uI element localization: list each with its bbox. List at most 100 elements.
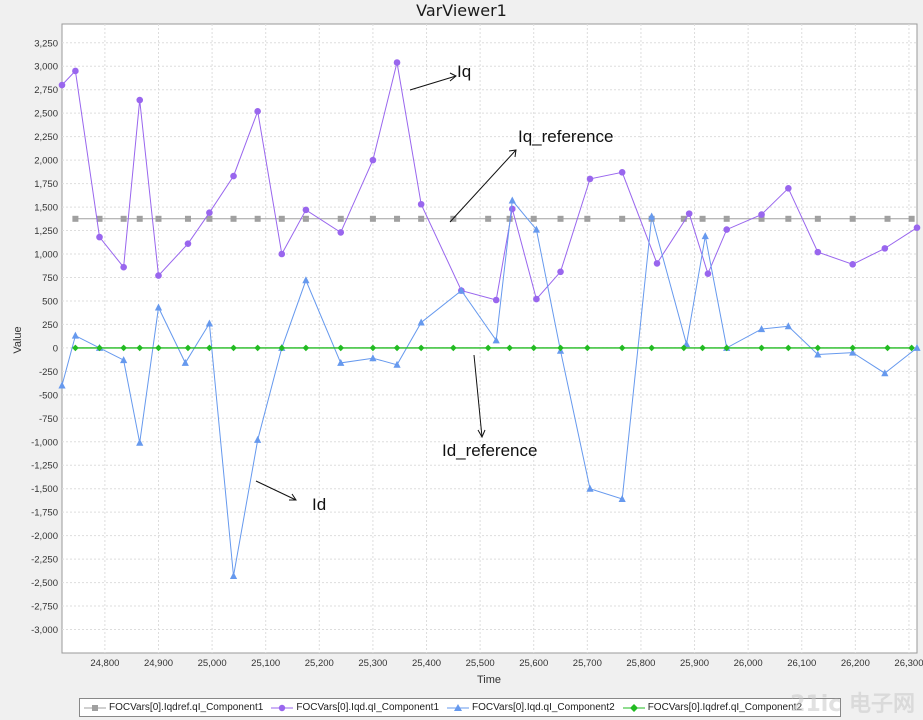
data-point-series-1[interactable] xyxy=(680,215,687,222)
data-point-series-3[interactable] xyxy=(648,212,656,220)
data-point-series-4[interactable] xyxy=(417,344,425,352)
data-point-series-4[interactable] xyxy=(337,344,345,352)
data-point-series-2[interactable] xyxy=(785,184,792,192)
data-point-series-1[interactable] xyxy=(619,215,626,222)
data-point-series-4[interactable] xyxy=(96,344,103,352)
data-point-series-2[interactable] xyxy=(881,245,889,252)
data-point-series-4[interactable] xyxy=(393,344,401,352)
data-point-series-2[interactable] xyxy=(58,81,66,89)
data-point-series-4[interactable] xyxy=(849,344,856,352)
data-point-series-4[interactable] xyxy=(369,344,377,352)
data-point-series-2[interactable] xyxy=(704,270,712,278)
data-point-series-1[interactable] xyxy=(369,215,376,222)
data-point-series-2[interactable] xyxy=(337,229,345,236)
data-point-series-2[interactable] xyxy=(758,211,765,218)
data-point-series-2[interactable] xyxy=(369,156,377,164)
data-point-series-3[interactable] xyxy=(71,331,80,339)
legend-item-iqdref-component2[interactable]: FOCVars[0].Iqdref.qI_Component2 xyxy=(622,702,802,713)
data-point-series-3[interactable] xyxy=(586,484,594,492)
data-point-series-1[interactable] xyxy=(884,215,891,222)
data-point-series-4[interactable] xyxy=(506,344,513,352)
data-point-series-2[interactable] xyxy=(653,260,661,267)
data-point-series-4[interactable] xyxy=(908,344,915,352)
data-point-series-4[interactable] xyxy=(450,344,457,352)
data-point-series-1[interactable] xyxy=(72,215,79,222)
data-point-series-3[interactable] xyxy=(682,340,691,348)
data-point-series-3[interactable] xyxy=(154,303,163,311)
data-point-series-1[interactable] xyxy=(184,215,191,222)
data-point-series-1[interactable] xyxy=(849,215,856,222)
data-point-series-1[interactable] xyxy=(530,215,537,222)
data-point-series-2[interactable] xyxy=(72,67,79,75)
data-point-series-3[interactable] xyxy=(757,325,766,333)
data-point-series-1[interactable] xyxy=(337,215,344,222)
data-point-series-4[interactable] xyxy=(584,344,591,352)
data-point-series-2[interactable] xyxy=(184,240,192,247)
data-point-series-4[interactable] xyxy=(530,344,538,352)
data-point-series-2[interactable] xyxy=(120,263,127,271)
data-point-series-3[interactable] xyxy=(302,276,310,284)
legend-item-iqd-component2[interactable]: FOCVars[0].Iqd.qI_Component2 xyxy=(447,702,615,713)
data-point-series-2[interactable] xyxy=(814,248,822,256)
data-point-series-4[interactable] xyxy=(206,344,213,352)
data-point-series-3[interactable] xyxy=(393,360,401,368)
data-point-series-4[interactable] xyxy=(302,344,310,352)
data-point-series-1[interactable] xyxy=(155,215,162,222)
data-point-series-3[interactable] xyxy=(120,356,128,364)
data-point-series-2[interactable] xyxy=(278,250,286,258)
data-point-series-1[interactable] xyxy=(206,215,213,222)
data-point-series-3[interactable] xyxy=(492,336,500,344)
data-point-series-3[interactable] xyxy=(254,435,262,443)
data-point-series-3[interactable] xyxy=(618,495,626,503)
data-point-series-3[interactable] xyxy=(913,343,921,351)
data-point-series-4[interactable] xyxy=(557,344,564,352)
data-point-series-3[interactable] xyxy=(181,358,189,366)
legend-item-iqdref-component1[interactable]: FOCVars[0].Iqdref.qI_Component1 xyxy=(84,702,263,713)
data-point-series-2[interactable] xyxy=(136,96,144,104)
data-point-series-3[interactable] xyxy=(58,381,66,389)
data-point-series-4[interactable] xyxy=(618,344,626,352)
data-point-series-3[interactable] xyxy=(457,286,465,294)
data-point-series-4[interactable] xyxy=(278,344,286,352)
data-point-series-4[interactable] xyxy=(484,344,492,352)
data-point-series-2[interactable] xyxy=(849,261,856,268)
data-point-series-3[interactable] xyxy=(784,322,792,330)
data-point-series-4[interactable] xyxy=(723,344,731,352)
data-point-series-3[interactable] xyxy=(337,358,345,366)
data-point-series-3[interactable] xyxy=(701,232,709,240)
data-point-series-2[interactable] xyxy=(206,209,213,216)
data-point-series-2[interactable] xyxy=(533,295,540,303)
data-point-series-2[interactable] xyxy=(586,175,594,183)
data-point-series-3[interactable] xyxy=(205,319,214,327)
data-point-series-3[interactable] xyxy=(136,438,144,446)
data-point-series-2[interactable] xyxy=(685,210,693,217)
data-point-series-4[interactable] xyxy=(230,344,237,352)
data-point-series-3[interactable] xyxy=(508,196,516,204)
data-point-series-1[interactable] xyxy=(136,215,143,222)
data-point-series-4[interactable] xyxy=(72,344,79,352)
data-point-series-4[interactable] xyxy=(699,344,706,352)
data-point-series-1[interactable] xyxy=(302,215,309,222)
data-point-series-4[interactable] xyxy=(814,344,822,352)
data-point-series-4[interactable] xyxy=(120,344,127,352)
data-point-series-1[interactable] xyxy=(758,215,765,222)
data-point-series-1[interactable] xyxy=(557,215,564,222)
data-point-series-2[interactable] xyxy=(302,206,310,214)
data-point-series-4[interactable] xyxy=(155,344,162,352)
data-point-series-3[interactable] xyxy=(532,225,541,233)
data-point-series-1[interactable] xyxy=(506,215,513,222)
data-point-series-1[interactable] xyxy=(96,215,103,222)
data-point-series-3[interactable] xyxy=(229,572,238,580)
data-point-series-1[interactable] xyxy=(418,215,425,222)
data-point-series-1[interactable] xyxy=(699,215,706,222)
data-point-series-4[interactable] xyxy=(884,344,891,352)
data-point-series-4[interactable] xyxy=(184,344,192,352)
data-point-series-1[interactable] xyxy=(394,215,401,222)
data-point-series-2[interactable] xyxy=(417,200,425,208)
data-point-series-2[interactable] xyxy=(254,108,261,115)
data-point-series-1[interactable] xyxy=(723,215,730,222)
data-point-series-2[interactable] xyxy=(96,233,103,241)
data-point-series-2[interactable] xyxy=(508,205,516,213)
data-point-series-2[interactable] xyxy=(492,296,500,304)
data-point-series-4[interactable] xyxy=(680,344,688,352)
